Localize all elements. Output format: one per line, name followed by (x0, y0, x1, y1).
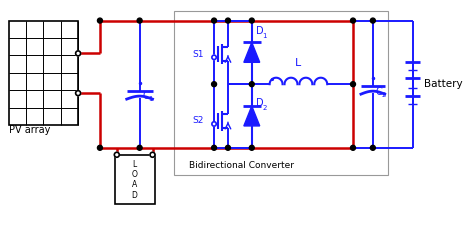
Polygon shape (244, 43, 260, 62)
Circle shape (212, 122, 216, 126)
Circle shape (137, 145, 142, 150)
Text: S1: S1 (192, 50, 204, 59)
Text: Bidirectional Converter: Bidirectional Converter (189, 161, 294, 170)
Circle shape (114, 152, 119, 157)
Text: 1: 1 (263, 33, 267, 40)
Circle shape (249, 145, 254, 150)
Text: D: D (256, 98, 264, 108)
Circle shape (76, 91, 81, 96)
Text: S2: S2 (192, 116, 204, 125)
Circle shape (98, 145, 102, 150)
Bar (9, 21, 78, 125)
Circle shape (351, 18, 356, 23)
Text: D: D (256, 27, 264, 36)
Text: 2: 2 (382, 92, 386, 98)
Circle shape (211, 82, 217, 87)
Circle shape (370, 18, 375, 23)
Circle shape (211, 145, 217, 150)
Circle shape (212, 55, 216, 60)
Text: C: C (143, 91, 149, 101)
Bar (115, 155, 155, 204)
Circle shape (351, 82, 356, 87)
Text: 2: 2 (263, 105, 267, 111)
Text: PV array: PV array (9, 125, 50, 135)
Text: L
O
A
D: L O A D (132, 160, 137, 200)
Bar (174, 11, 388, 175)
Text: Battery: Battery (424, 79, 463, 89)
Circle shape (226, 18, 230, 23)
Circle shape (351, 145, 356, 150)
Circle shape (98, 18, 102, 23)
Circle shape (370, 145, 375, 150)
Circle shape (76, 51, 81, 56)
Circle shape (211, 18, 217, 23)
Circle shape (150, 152, 155, 157)
Text: L: L (294, 58, 301, 68)
Circle shape (226, 145, 230, 150)
Text: 1: 1 (148, 96, 153, 102)
Circle shape (249, 82, 254, 87)
Circle shape (249, 18, 254, 23)
Circle shape (137, 18, 142, 23)
Text: C: C (376, 87, 383, 97)
Polygon shape (244, 106, 260, 126)
